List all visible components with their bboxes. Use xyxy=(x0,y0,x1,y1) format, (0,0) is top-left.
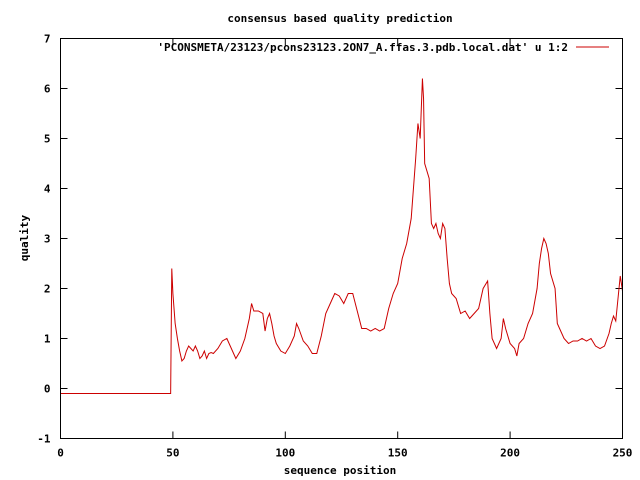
x-tick-label: 200 xyxy=(500,447,520,460)
legend-entry-label: 'PCONSMETA/23123/pcons23123.2ON7_A.ffas.… xyxy=(157,41,568,54)
x-tick-label: 250 xyxy=(613,447,633,460)
series-line xyxy=(60,78,623,394)
y-tick-label: 4 xyxy=(44,183,51,196)
chart-title: consensus based quality prediction xyxy=(227,12,452,25)
plot-frame xyxy=(60,38,623,439)
x-tick-label: 0 xyxy=(57,447,64,460)
y-tick-label: 2 xyxy=(44,283,51,296)
x-tick-label: 150 xyxy=(388,447,408,460)
series-layer xyxy=(60,78,623,394)
y-tick-label: -1 xyxy=(37,433,51,446)
y-tick-label: 0 xyxy=(44,383,51,396)
axis-ticks: -1 0 1 2 3 4 5 6 7 0 50 100 150 200 250 xyxy=(37,33,632,460)
y-tick-label: 5 xyxy=(44,133,51,146)
y-tick-label: 3 xyxy=(44,233,51,246)
y-tick-label: 6 xyxy=(44,83,51,96)
x-axis-label: sequence position xyxy=(284,464,397,477)
y-tick-label: 7 xyxy=(44,33,51,46)
y-axis-label: quality xyxy=(18,214,31,261)
y-tick-label: 1 xyxy=(44,333,51,346)
x-tick-label: 100 xyxy=(275,447,295,460)
x-tick-label: 50 xyxy=(166,447,179,460)
legend: 'PCONSMETA/23123/pcons23123.2ON7_A.ffas.… xyxy=(157,41,609,54)
